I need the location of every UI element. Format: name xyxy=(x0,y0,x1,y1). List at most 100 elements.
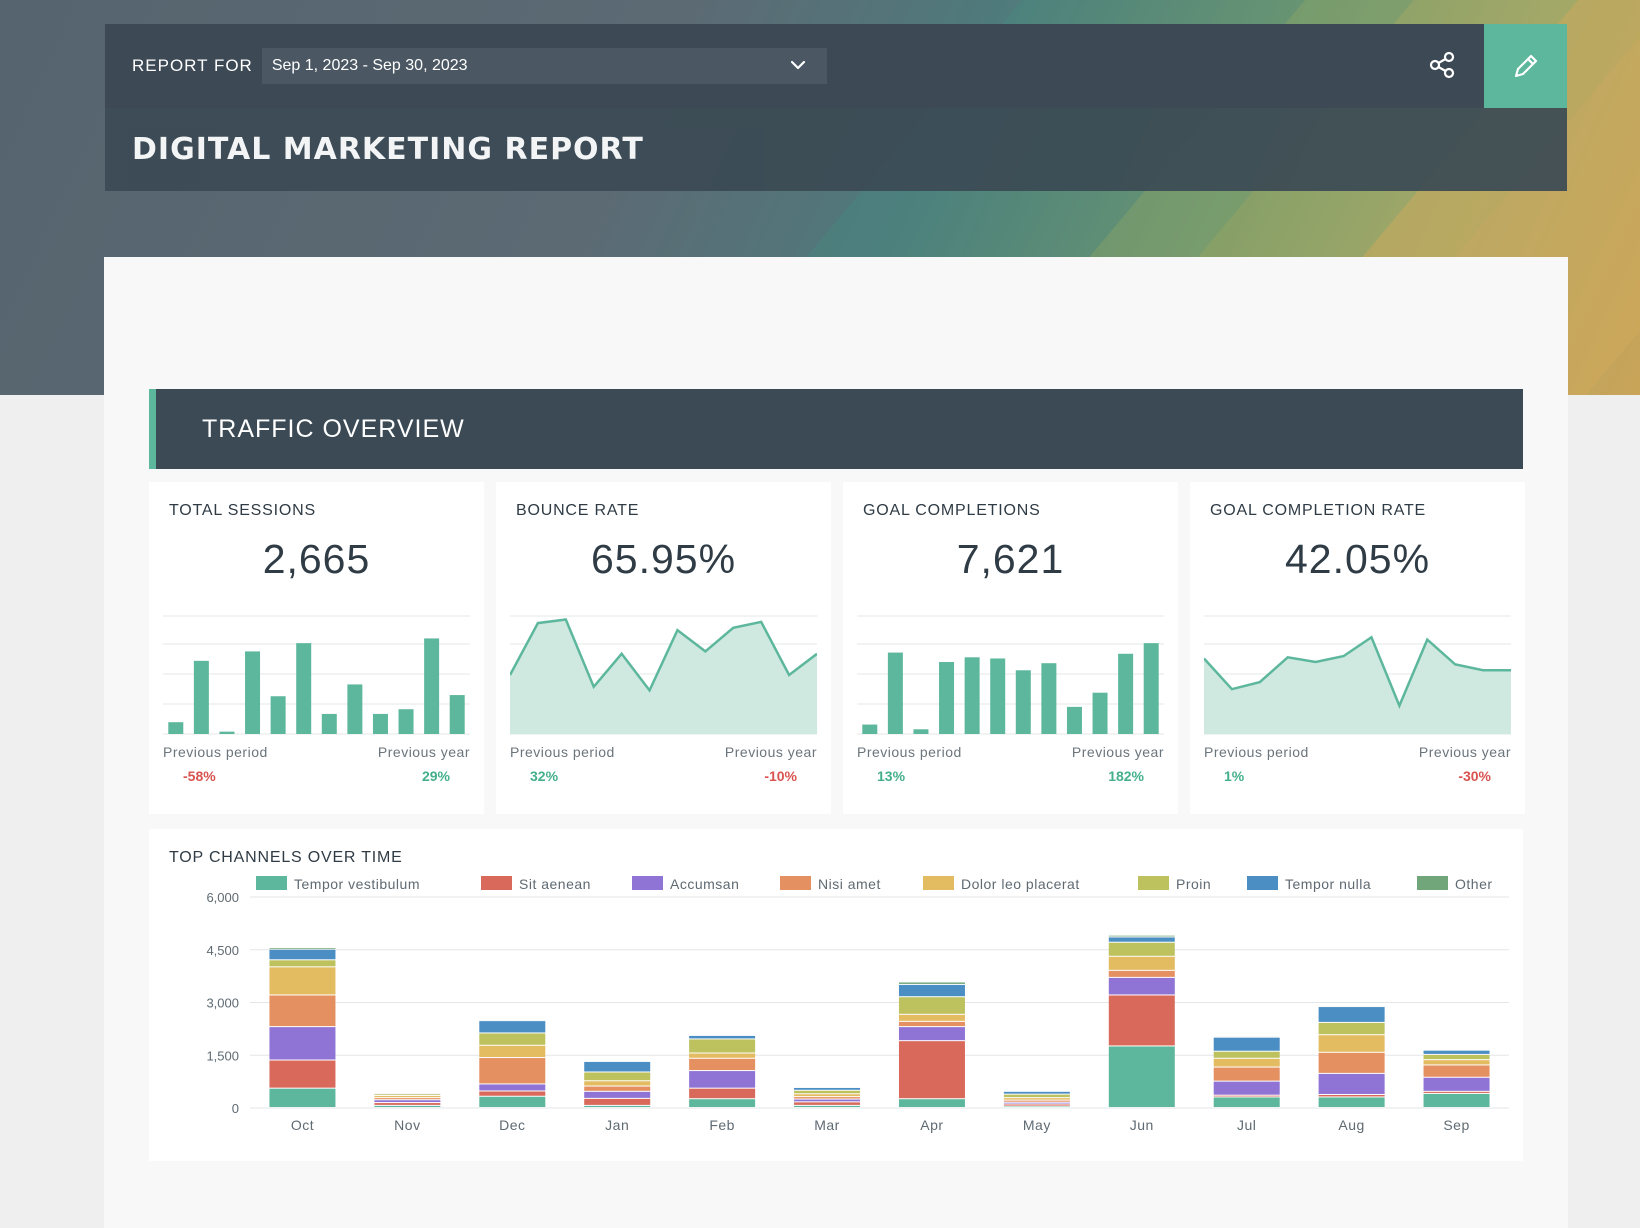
bar-segment[interactable] xyxy=(898,1014,965,1021)
bar-segment[interactable] xyxy=(1213,1097,1280,1107)
bar-segment[interactable] xyxy=(1108,935,1175,937)
bar-segment[interactable] xyxy=(269,995,336,1027)
legend-item[interactable]: Tempor nulla xyxy=(1247,876,1371,892)
bar-segment[interactable] xyxy=(1318,1035,1385,1052)
bar-segment[interactable] xyxy=(689,1058,756,1071)
bar-segment[interactable] xyxy=(374,1096,441,1098)
bar-segment[interactable] xyxy=(689,1071,756,1088)
bar-segment[interactable] xyxy=(794,1097,861,1099)
bar-segment[interactable] xyxy=(269,1088,336,1107)
share-icon[interactable] xyxy=(1427,50,1457,80)
bar-segment[interactable] xyxy=(584,1105,651,1107)
bar-segment[interactable] xyxy=(1003,1098,1070,1100)
bar-segment[interactable] xyxy=(689,1088,756,1099)
bar-segment[interactable] xyxy=(479,1033,546,1045)
bar-segment[interactable] xyxy=(1108,995,1175,1046)
bar-segment[interactable] xyxy=(794,1090,861,1094)
bar-segment[interactable] xyxy=(1423,1093,1490,1107)
legend-item[interactable]: Nisi amet xyxy=(780,876,881,892)
bar-segment[interactable] xyxy=(269,949,336,960)
bar-segment[interactable] xyxy=(1003,1104,1070,1106)
legend-item[interactable]: Accumsan xyxy=(632,876,739,892)
bar-segment[interactable] xyxy=(1318,1052,1385,1073)
legend-item[interactable]: Proin xyxy=(1138,876,1211,892)
bar-segment[interactable] xyxy=(479,1021,546,1033)
bar-segment[interactable] xyxy=(1213,1081,1280,1095)
bar-segment[interactable] xyxy=(374,1105,441,1107)
bar-segment[interactable] xyxy=(1213,1058,1280,1067)
bar-segment[interactable] xyxy=(898,1021,965,1027)
legend-item[interactable]: Tempor vestibulum xyxy=(256,876,420,892)
bar-segment[interactable] xyxy=(898,1041,965,1099)
bar-segment[interactable] xyxy=(1108,956,1175,970)
bar-segment[interactable] xyxy=(898,984,965,997)
bar-segment[interactable] xyxy=(269,960,336,967)
bar-segment[interactable] xyxy=(898,997,965,1014)
prev-period-label: Previous period xyxy=(163,744,268,760)
date-range-select[interactable]: Sep 1, 2023 - Sep 30, 2023 xyxy=(261,48,827,84)
bar-segment[interactable] xyxy=(374,1098,441,1100)
bar-segment[interactable] xyxy=(1318,1007,1385,1022)
bar-segment[interactable] xyxy=(584,1072,651,1081)
bar-segment[interactable] xyxy=(1003,1100,1070,1102)
bar-segment[interactable] xyxy=(898,1027,965,1041)
bar-segment[interactable] xyxy=(1213,1037,1280,1051)
spark-bar xyxy=(887,652,903,734)
bar-segment[interactable] xyxy=(1108,937,1175,942)
bar-segment[interactable] xyxy=(269,1027,336,1060)
bar-segment[interactable] xyxy=(1423,1091,1490,1093)
bar-segment[interactable] xyxy=(1423,1065,1490,1077)
bar-segment[interactable] xyxy=(1213,1067,1280,1081)
bar-segment[interactable] xyxy=(1423,1060,1490,1065)
bar-segment[interactable] xyxy=(584,1081,651,1086)
bar-segment[interactable] xyxy=(584,1098,651,1105)
bar-segment[interactable] xyxy=(794,1087,861,1090)
bar-segment[interactable] xyxy=(269,967,336,995)
bar-segment[interactable] xyxy=(1318,1094,1385,1097)
bar-segment[interactable] xyxy=(269,947,336,949)
bar-segment[interactable] xyxy=(689,1099,756,1107)
bar-segment[interactable] xyxy=(269,1060,336,1088)
bar-segment[interactable] xyxy=(1108,977,1175,995)
bar-segment[interactable] xyxy=(1318,1073,1385,1094)
bar-segment[interactable] xyxy=(1318,1022,1385,1035)
bar-segment[interactable] xyxy=(584,1086,651,1091)
bar-segment[interactable] xyxy=(794,1105,861,1107)
bar-segment[interactable] xyxy=(898,1099,965,1107)
bar-segment[interactable] xyxy=(794,1099,861,1102)
bar-segment[interactable] xyxy=(479,1091,546,1096)
bar-segment[interactable] xyxy=(794,1094,861,1097)
edit-button[interactable] xyxy=(1484,24,1567,108)
bar-segment[interactable] xyxy=(898,982,965,984)
bar-segment[interactable] xyxy=(794,1102,861,1105)
bar-segment[interactable] xyxy=(1423,1054,1490,1060)
bar-segment[interactable] xyxy=(1213,1095,1280,1097)
bar-segment[interactable] xyxy=(1318,1097,1385,1107)
bar-segment[interactable] xyxy=(479,1084,546,1091)
bar-segment[interactable] xyxy=(374,1103,441,1105)
bar-segment[interactable] xyxy=(1003,1091,1070,1094)
bar-segment[interactable] xyxy=(689,1053,756,1058)
bar-segment[interactable] xyxy=(1423,1050,1490,1054)
bar-segment[interactable] xyxy=(1003,1102,1070,1104)
bar-segment[interactable] xyxy=(479,1045,546,1058)
legend-item[interactable]: Dolor leo placerat xyxy=(923,876,1080,892)
bar-segment[interactable] xyxy=(374,1100,441,1103)
bar-segment[interactable] xyxy=(1108,970,1175,977)
bar-segment[interactable] xyxy=(1108,1046,1175,1107)
bar-segment[interactable] xyxy=(374,1094,441,1096)
bar-segment[interactable] xyxy=(1003,1094,1070,1098)
kpi-sparkline xyxy=(510,615,817,735)
legend-item[interactable]: Other xyxy=(1417,876,1493,892)
bar-segment[interactable] xyxy=(689,1035,756,1039)
kpi-card-total-sessions: TOTAL SESSIONS 2,665 Previous period Pre… xyxy=(149,482,484,814)
bar-segment[interactable] xyxy=(479,1058,546,1084)
bar-segment[interactable] xyxy=(1423,1077,1490,1091)
bar-segment[interactable] xyxy=(479,1096,546,1107)
bar-segment[interactable] xyxy=(584,1061,651,1072)
legend-item[interactable]: Sit aenean xyxy=(481,876,591,892)
bar-segment[interactable] xyxy=(1213,1051,1280,1058)
bar-segment[interactable] xyxy=(689,1039,756,1053)
bar-segment[interactable] xyxy=(1108,942,1175,956)
bar-segment[interactable] xyxy=(584,1091,651,1098)
